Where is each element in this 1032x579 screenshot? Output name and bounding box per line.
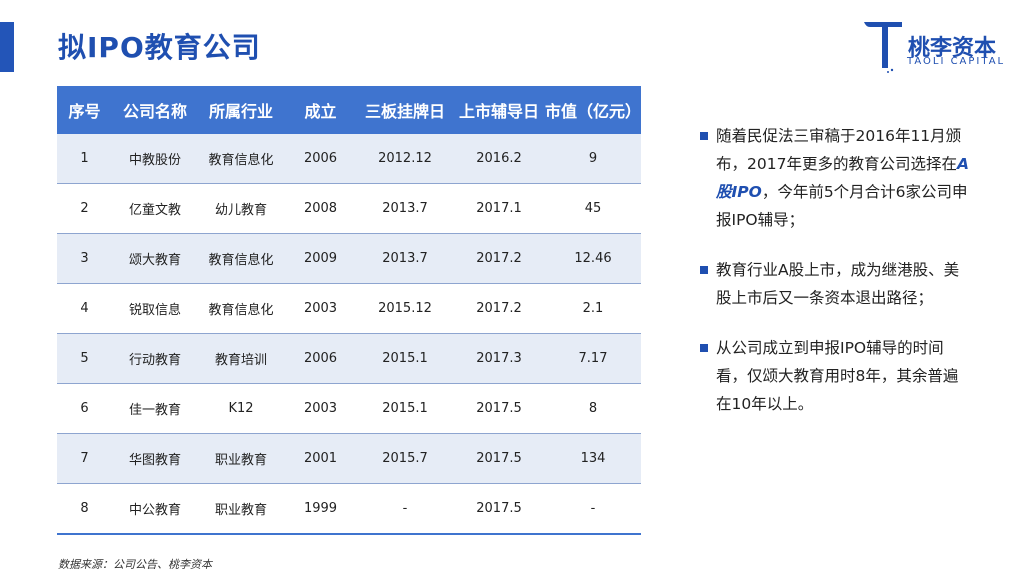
cell-index: 8 bbox=[57, 483, 112, 535]
ipo-companies-table: 序号 公司名称 所属行业 成立 三板挂牌日 上市辅导日 市值（亿元） 1 中教股… bbox=[57, 86, 641, 535]
bullet-highlight: A股IPO bbox=[716, 155, 969, 201]
table-row: 4 锐取信息 教育信息化 2003 2015.12 2017.2 2.1 bbox=[57, 283, 641, 334]
logo-t-icon bbox=[864, 22, 902, 73]
cell-company: 颂大教育 bbox=[112, 233, 198, 284]
page-title: 拟IPO教育公司 bbox=[58, 31, 261, 64]
cell-founded: 2008 bbox=[284, 183, 357, 234]
cell-market-value: 7.17 bbox=[545, 333, 641, 384]
cell-listing-date: 2015.7 bbox=[357, 433, 453, 484]
cell-industry: 职业教育 bbox=[198, 483, 284, 535]
bullet-text: 教育行业A股上市，成为继港股、美股上市后又一条资本退出路径； bbox=[716, 261, 960, 307]
cell-industry: 教育信息化 bbox=[198, 134, 284, 184]
title-accent-bar bbox=[0, 22, 14, 72]
table-row: 7 华图教育 职业教育 2001 2015.7 2017.5 134 bbox=[57, 433, 641, 484]
cell-company: 中教股份 bbox=[112, 134, 198, 184]
cell-company: 中公教育 bbox=[112, 483, 198, 535]
bullet-text: 随着民促法三审稿于2016年11月颁布，2017年更多的教育公司选择在 bbox=[716, 127, 962, 173]
cell-company: 亿童文教 bbox=[112, 183, 198, 234]
cell-index: 7 bbox=[57, 433, 112, 484]
cell-founded: 1999 bbox=[284, 483, 357, 535]
bullet-point: 随着民促法三审稿于2016年11月颁布，2017年更多的教育公司选择在A股IPO… bbox=[700, 122, 970, 234]
cell-index: 4 bbox=[57, 283, 112, 334]
table-row: 2 亿童文教 幼儿教育 2008 2013.7 2017.1 45 bbox=[57, 183, 641, 234]
cell-market-value: 12.46 bbox=[545, 233, 641, 284]
cell-company: 锐取信息 bbox=[112, 283, 198, 334]
cell-industry: 幼儿教育 bbox=[198, 183, 284, 234]
cell-industry: 教育培训 bbox=[198, 333, 284, 384]
cell-founded: 2006 bbox=[284, 134, 357, 184]
cell-tutoring-date: 2017.2 bbox=[453, 283, 545, 334]
cell-index: 6 bbox=[57, 383, 112, 434]
cell-market-value: 2.1 bbox=[545, 283, 641, 334]
table-row: 1 中教股份 教育信息化 2006 2012.12 2016.2 9 bbox=[57, 134, 641, 184]
logo-chinese-name: 桃李资本 bbox=[908, 36, 997, 61]
col-header-neeq-listing-date: 三板挂牌日 bbox=[357, 86, 453, 134]
cell-listing-date: 2015.1 bbox=[357, 333, 453, 384]
cell-tutoring-date: 2017.5 bbox=[453, 433, 545, 484]
table-row: 3 颂大教育 教育信息化 2009 2013.7 2017.2 12.46 bbox=[57, 233, 641, 284]
bullet-square-icon bbox=[700, 266, 708, 274]
cell-market-value: 134 bbox=[545, 433, 641, 484]
col-header-industry: 所属行业 bbox=[198, 86, 284, 134]
bullet-point: 从公司成立到申报IPO辅导的时间看，仅颂大教育用时8年，其余普遍在10年以上。 bbox=[700, 334, 970, 418]
cell-founded: 2009 bbox=[284, 233, 357, 284]
bullet-square-icon bbox=[700, 344, 708, 352]
cell-founded: 2006 bbox=[284, 333, 357, 384]
cell-listing-date: 2013.7 bbox=[357, 183, 453, 234]
cell-market-value: 8 bbox=[545, 383, 641, 434]
col-header-market-value: 市值（亿元） bbox=[545, 86, 641, 134]
cell-company: 佳一教育 bbox=[112, 383, 198, 434]
cell-market-value: 9 bbox=[545, 134, 641, 184]
data-source-note: 数据来源：公司公告、桃李资本 bbox=[58, 558, 212, 571]
bullet-point: 教育行业A股上市，成为继港股、美股上市后又一条资本退出路径； bbox=[700, 256, 970, 312]
table-header-row: 序号 公司名称 所属行业 成立 三板挂牌日 上市辅导日 市值（亿元） bbox=[57, 86, 641, 134]
logo: 桃李资本 TAOLI CAPITAL bbox=[862, 18, 1012, 74]
bullet-text: 从公司成立到申报IPO辅导的时间看，仅颂大教育用时8年，其余普遍在10年以上。 bbox=[716, 339, 959, 413]
cell-industry: 教育信息化 bbox=[198, 283, 284, 334]
cell-company: 华图教育 bbox=[112, 433, 198, 484]
cell-tutoring-date: 2017.2 bbox=[453, 233, 545, 284]
table-row: 8 中公教育 职业教育 1999 - 2017.5 - bbox=[57, 483, 641, 535]
cell-tutoring-date: 2017.5 bbox=[453, 483, 545, 535]
cell-company: 行动教育 bbox=[112, 333, 198, 384]
cell-founded: 2003 bbox=[284, 283, 357, 334]
cell-tutoring-date: 2017.5 bbox=[453, 383, 545, 434]
cell-founded: 2001 bbox=[284, 433, 357, 484]
logo-english-name: TAOLI CAPITAL bbox=[907, 56, 1006, 67]
cell-tutoring-date: 2016.2 bbox=[453, 134, 545, 184]
key-points: 随着民促法三审稿于2016年11月颁布，2017年更多的教育公司选择在A股IPO… bbox=[700, 122, 970, 440]
cell-industry: 教育信息化 bbox=[198, 233, 284, 284]
col-header-company: 公司名称 bbox=[112, 86, 198, 134]
cell-market-value: - bbox=[545, 483, 641, 535]
cell-index: 2 bbox=[57, 183, 112, 234]
cell-listing-date: - bbox=[357, 483, 453, 535]
cell-listing-date: 2012.12 bbox=[357, 134, 453, 184]
cell-market-value: 45 bbox=[545, 183, 641, 234]
table-row: 5 行动教育 教育培训 2006 2015.1 2017.3 7.17 bbox=[57, 333, 641, 384]
cell-industry: K12 bbox=[198, 383, 284, 434]
cell-tutoring-date: 2017.3 bbox=[453, 333, 545, 384]
cell-listing-date: 2015.12 bbox=[357, 283, 453, 334]
cell-index: 3 bbox=[57, 233, 112, 284]
bullet-text: ，今年前5个月合计6家公司申报IPO辅导； bbox=[716, 183, 968, 229]
cell-founded: 2003 bbox=[284, 383, 357, 434]
table-row: 6 佳一教育 K12 2003 2015.1 2017.5 8 bbox=[57, 383, 641, 434]
cell-index: 5 bbox=[57, 333, 112, 384]
bullet-square-icon bbox=[700, 132, 708, 140]
cell-listing-date: 2015.1 bbox=[357, 383, 453, 434]
col-header-tutoring-date: 上市辅导日 bbox=[453, 86, 545, 134]
cell-tutoring-date: 2017.1 bbox=[453, 183, 545, 234]
col-header-index: 序号 bbox=[57, 86, 112, 134]
cell-listing-date: 2013.7 bbox=[357, 233, 453, 284]
cell-industry: 职业教育 bbox=[198, 433, 284, 484]
col-header-founded: 成立 bbox=[284, 86, 357, 134]
cell-index: 1 bbox=[57, 134, 112, 184]
